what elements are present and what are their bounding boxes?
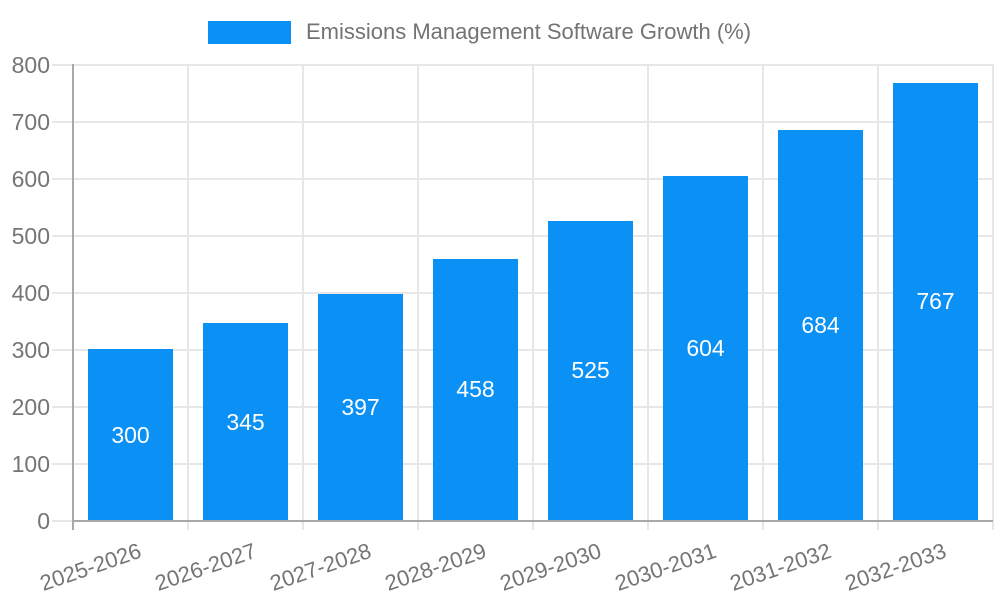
y-axis-tick [52,235,73,237]
bar-2025-2026[interactable] [88,349,173,520]
y-axis-tick [52,292,73,294]
bar-value-label: 767 [916,288,955,314]
y-axis-label: 100 [11,451,50,477]
y-axis-label: 800 [11,52,50,78]
bar-2032-2033[interactable] [893,83,978,520]
bar-value-label: 525 [571,357,610,383]
vertical-gridline [532,64,534,530]
chart-legend: Emissions Management Software Growth (%) [208,18,751,46]
bar-value-label: 604 [686,335,725,361]
bar-2031-2032[interactable] [778,130,863,520]
y-axis-tick [52,520,73,522]
bar-2026-2027[interactable] [203,323,288,520]
x-axis-label: 2030-2031 [611,538,720,596]
y-axis-label: 0 [37,508,50,534]
vertical-gridline [992,64,994,530]
bar-value-label: 300 [111,422,150,448]
bar-2027-2028[interactable] [318,294,403,520]
y-axis-label: 700 [11,109,50,135]
x-axis-label: 2026-2027 [151,538,260,596]
y-axis-label: 600 [11,166,50,192]
x-axis-label: 2027-2028 [266,538,375,596]
vertical-gridline [187,64,189,530]
y-axis-tick [52,349,73,351]
y-axis-tick [52,463,73,465]
vertical-gridline [302,64,304,530]
vertical-gridline [417,64,419,530]
y-axis-tick [52,406,73,408]
y-axis-label: 200 [11,394,50,420]
bar-value-label: 458 [456,376,495,402]
bar-value-label: 345 [226,409,265,435]
legend-series-label: Emissions Management Software Growth (%) [306,19,752,44]
bar-2029-2030[interactable] [548,221,633,520]
x-axis-label: 2028-2029 [381,538,490,596]
y-axis-tick [52,64,73,66]
x-axis-label: 2029-2030 [496,538,605,596]
bar-value-label: 397 [341,394,380,420]
x-axis-label: 2025-2026 [36,538,145,596]
y-axis-label: 300 [11,337,50,363]
legend-swatch [208,20,291,44]
y-axis-tick [52,178,73,180]
y-axis-label: 400 [11,280,50,306]
vertical-gridline [762,64,764,530]
x-axis-label: 2031-2032 [726,538,835,596]
y-axis-label: 500 [11,223,50,249]
bar-value-label: 684 [801,312,840,338]
bar-2028-2029[interactable] [433,259,518,520]
x-axis-line [72,520,993,522]
vertical-gridline [647,64,649,530]
vertical-gridline [877,64,879,530]
bar-2030-2031[interactable] [663,176,748,520]
x-axis-label: 2032-2033 [841,538,950,596]
y-axis-tick [52,121,73,123]
y-axis-line [72,64,74,530]
